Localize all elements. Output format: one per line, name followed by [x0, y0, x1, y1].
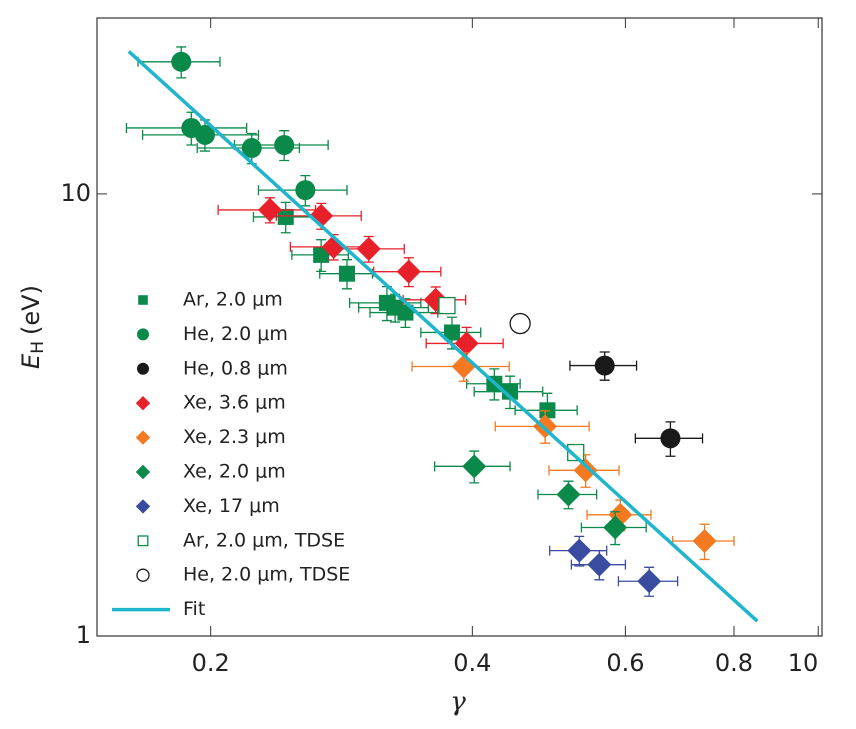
legend-label: He, 2.0 μm, TDSE — [183, 564, 350, 586]
point — [313, 246, 330, 263]
point — [171, 51, 192, 72]
plot-frame — [96, 17, 823, 637]
legend-swatch — [136, 568, 150, 582]
y-label-unit: (eV) — [17, 285, 45, 335]
point — [295, 180, 316, 201]
x-axis-label: γ — [450, 687, 466, 717]
point — [462, 454, 487, 479]
point — [509, 312, 531, 335]
point — [339, 265, 356, 282]
legend-swatch — [135, 464, 151, 480]
y-label-subscript: H — [28, 341, 48, 354]
legend-swatch — [137, 362, 149, 375]
legend-label: He, 0.8 μm — [183, 357, 288, 379]
point — [356, 236, 381, 261]
point — [274, 135, 295, 156]
point — [241, 138, 262, 159]
point — [396, 259, 421, 284]
legend-label: Xe, 17 μm — [183, 495, 280, 517]
point — [637, 569, 662, 594]
legend-label: Ar, 2.0 μm — [183, 289, 283, 311]
legend-swatch — [135, 499, 151, 514]
point — [660, 428, 681, 449]
point — [397, 304, 414, 321]
legend-swatch — [137, 328, 149, 341]
y-axis-label: EH (eV) — [17, 285, 48, 369]
y-tick-label: 1 — [76, 621, 91, 649]
legend-swatch — [135, 396, 151, 411]
legend-label: Fit — [183, 598, 205, 620]
point — [692, 529, 717, 554]
point — [454, 331, 479, 356]
point — [587, 552, 612, 577]
point — [567, 538, 592, 563]
legend-label: Xe, 3.6 μm — [183, 392, 286, 414]
point — [556, 482, 581, 507]
point — [277, 208, 294, 225]
y-tick-label: 10 — [60, 179, 91, 207]
point — [438, 296, 456, 315]
point — [573, 458, 598, 483]
legend-label: Xe, 2.3 μm — [183, 426, 286, 448]
legend-swatch — [138, 295, 148, 305]
fit-line — [127, 50, 759, 623]
legend-label: Xe, 2.0 μm — [183, 461, 286, 483]
legend-swatch — [135, 430, 151, 445]
point — [594, 355, 615, 376]
x-tick-label: 10 — [788, 649, 819, 677]
x-tick-label: 0.2 — [192, 649, 230, 677]
point — [194, 124, 215, 145]
point — [451, 354, 476, 379]
legend-label: He, 2.0 μm — [183, 323, 288, 345]
legend-label: Ar, 2.0 μm, TDSE — [183, 529, 345, 551]
point — [567, 443, 585, 462]
x-tick-label: 0.4 — [453, 649, 491, 677]
point — [443, 324, 460, 341]
x-tick-label: 0.6 — [606, 649, 644, 677]
legend-swatch — [137, 535, 149, 547]
x-tick-label: 0.8 — [715, 649, 753, 677]
y-label-symbol: E — [17, 353, 45, 369]
point — [603, 515, 628, 540]
